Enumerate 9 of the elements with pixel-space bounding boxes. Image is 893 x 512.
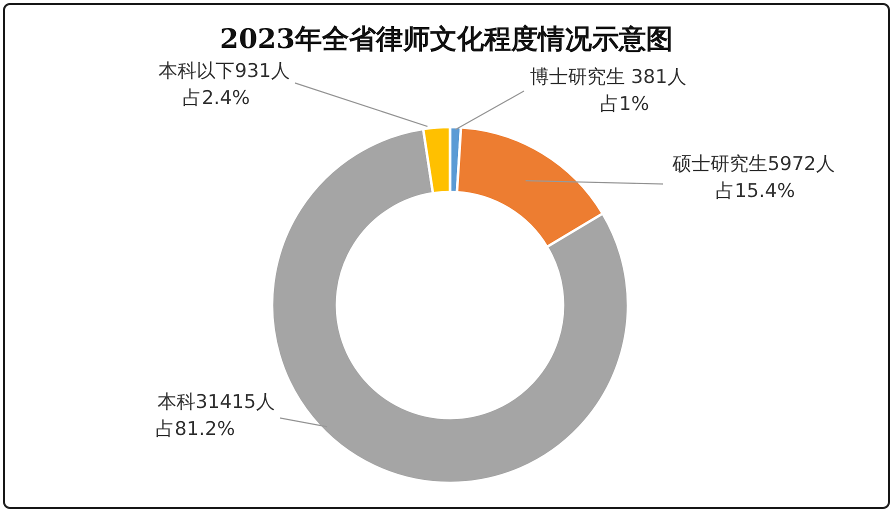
text: 占81.2% (156, 418, 235, 440)
slice-label: 本科以下931人 (158, 60, 290, 82)
slice-label: 博士研究生 381人 (530, 66, 686, 88)
slice-label: 本科31415人 (158, 391, 275, 413)
text: 占1% (600, 93, 650, 115)
text: 占15.4% (716, 180, 795, 202)
slice-label: 硕士研究生5972人 (672, 153, 835, 175)
text: 占2.4% (182, 87, 250, 109)
chart-title: 2023年全省律师文化程度情况示意图 (220, 24, 674, 55)
